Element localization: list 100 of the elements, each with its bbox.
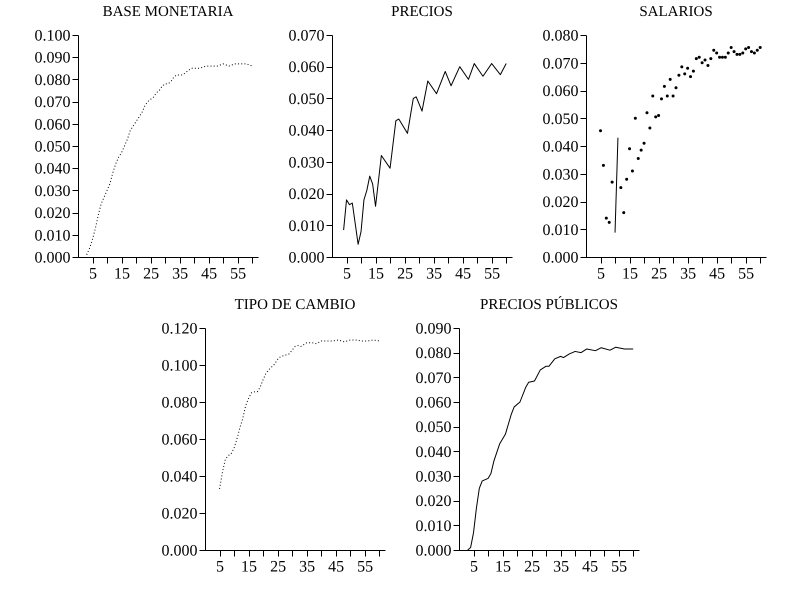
- x-tick-label: 45: [455, 266, 472, 282]
- y-tick-label: 0.060: [34, 116, 70, 134]
- x-tick-label: 35: [553, 558, 570, 576]
- x-tick-label: 5: [89, 266, 98, 282]
- y-tick-label: 0.120: [162, 320, 198, 338]
- y-tick-label: 0.070: [288, 28, 324, 44]
- point: [715, 52, 718, 55]
- y-tick-label: 0.040: [162, 468, 198, 486]
- y-tick-label: 0.000: [162, 542, 198, 560]
- point: [630, 169, 634, 172]
- x-tick-label: 45: [582, 558, 598, 576]
- y-tick-label: 0.020: [288, 186, 324, 204]
- point: [730, 46, 733, 49]
- chart-title: TIPO DE CAMBIO: [234, 297, 356, 313]
- y-tick-label: 0.050: [542, 110, 578, 128]
- point: [704, 58, 707, 62]
- x-tick-label: 55: [484, 266, 500, 282]
- x-tick-label: 5: [343, 266, 352, 282]
- point: [657, 114, 660, 117]
- x-tick-label: 45: [709, 266, 726, 282]
- x-tick-label: 35: [680, 266, 696, 282]
- point: [686, 66, 690, 70]
- point: [706, 64, 710, 68]
- y-tick-label: 0.050: [288, 90, 324, 108]
- y-tick-label: 0.060: [416, 394, 452, 412]
- y-tick-label: 0.030: [34, 182, 70, 200]
- x-tick-label: 35: [299, 558, 316, 576]
- point: [662, 84, 666, 88]
- y-tick-label: 0.060: [162, 432, 198, 448]
- point: [735, 52, 738, 56]
- point: [636, 156, 640, 160]
- y-tick-label: 0.030: [288, 154, 324, 172]
- y-tick-label: 0.080: [542, 28, 578, 44]
- point: [604, 216, 608, 220]
- x-tick-label: 35: [426, 266, 442, 282]
- x-tick-label: 45: [201, 266, 218, 282]
- y-tick-label: 0.000: [34, 250, 70, 266]
- x-tick-label: 25: [524, 558, 540, 576]
- point: [654, 115, 658, 118]
- y-tick-label: 0.090: [34, 50, 70, 67]
- y-tick-label: 0.010: [34, 227, 70, 244]
- point: [640, 148, 643, 152]
- point: [744, 47, 748, 50]
- y-tick-label: 0.070: [34, 94, 70, 112]
- point: [726, 52, 730, 55]
- y-tick-label: 0.080: [34, 72, 70, 89]
- point: [741, 52, 744, 55]
- point: [732, 50, 736, 54]
- x-tick-label: 25: [397, 266, 414, 282]
- point: [619, 186, 622, 190]
- y-tick-label: 0.000: [542, 250, 578, 266]
- y-tick-label: 0.100: [34, 28, 70, 44]
- chart-title: SALARIOS: [639, 4, 713, 20]
- point: [599, 129, 602, 132]
- line-series: [219, 340, 380, 490]
- point: [668, 78, 672, 81]
- point: [694, 57, 698, 60]
- point: [752, 52, 756, 55]
- x-tick-label: 15: [368, 266, 384, 282]
- point: [648, 126, 652, 130]
- point: [692, 70, 695, 73]
- y-tick-label: 0.020: [416, 493, 452, 510]
- x-tick-label: 15: [114, 266, 130, 282]
- y-tick-label: 0.040: [34, 160, 70, 178]
- point: [622, 211, 626, 214]
- y-tick-label: 0.010: [542, 222, 578, 239]
- point: [738, 52, 742, 56]
- point: [645, 111, 648, 114]
- point: [680, 65, 684, 68]
- y-tick-label: 0.060: [542, 83, 578, 100]
- point: [750, 50, 753, 54]
- point: [747, 46, 750, 49]
- x-tick-label: 55: [357, 558, 374, 576]
- y-tick-label: 0.050: [34, 138, 70, 156]
- x-tick-label: 35: [172, 266, 188, 282]
- x-tick-label: 15: [241, 558, 258, 576]
- point: [608, 220, 611, 224]
- x-tick-label: 15: [495, 558, 512, 576]
- y-tick-label: 0.000: [288, 250, 324, 266]
- x-tick-label: 25: [270, 558, 286, 576]
- point: [724, 56, 727, 59]
- point: [610, 180, 614, 184]
- y-tick-label: 0.040: [288, 122, 324, 140]
- y-tick-label: 0.060: [288, 59, 324, 76]
- y-tick-label: 0.010: [416, 518, 452, 535]
- line-series: [86, 63, 253, 256]
- point: [712, 48, 716, 52]
- x-tick-label: 5: [216, 558, 224, 576]
- x-tick-label: 25: [143, 266, 160, 282]
- y-tick-label: 0.030: [416, 468, 452, 486]
- point: [634, 116, 637, 120]
- x-tick-label: 55: [611, 558, 628, 576]
- point: [689, 75, 692, 78]
- point: [683, 72, 686, 76]
- y-tick-label: 0.020: [34, 205, 70, 222]
- x-tick-label: 5: [470, 558, 478, 576]
- x-tick-label: 5: [597, 266, 606, 282]
- y-tick-label: 0.080: [162, 394, 198, 412]
- y-tick-label: 0.040: [416, 444, 452, 461]
- point: [672, 94, 675, 98]
